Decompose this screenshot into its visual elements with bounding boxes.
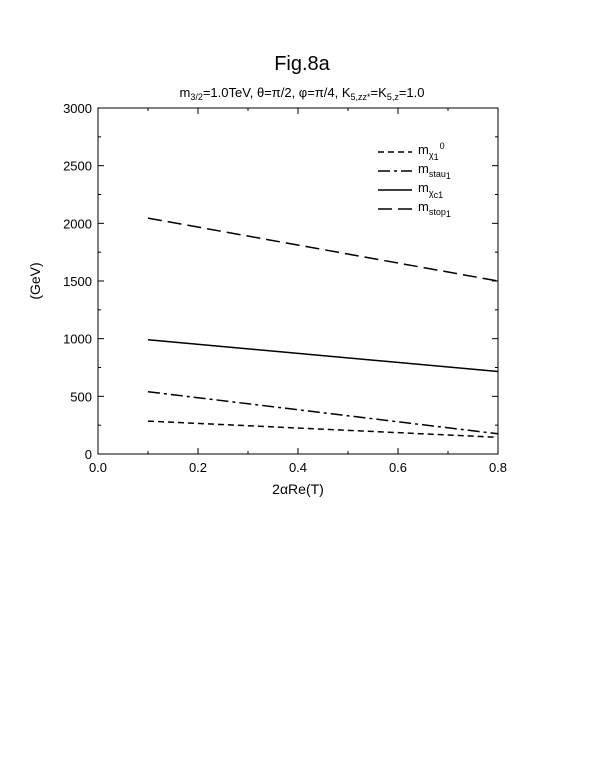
figure-subtitle: m3/2=1.0TeV, θ=π/2, φ=π/4, K5,zz*=K5,z=1… [179,85,424,102]
y-tick-label: 1500 [63,274,92,289]
x-tick-label: 0.6 [389,460,407,475]
legend-label-3: mχc1 [418,180,443,200]
y-axis-label: (GeV) [27,262,43,299]
subtitle-text: =K [371,85,388,100]
y-tick-label: 500 [70,389,92,404]
x-axis-label: 2αRe(T) [272,481,324,497]
subtitle-subscript: 5,zz* [351,92,372,102]
subtitle-subscript: 5,z [387,92,400,102]
figure-title: Fig.8a [274,53,330,75]
series-line-3 [147,339,499,373]
subtitle-text: =1.0TeV, θ=π/2, φ=π/4, K [203,85,351,100]
series-line-2 [147,390,499,435]
y-tick-label: 0 [85,447,92,462]
subtitle-text: =1.0 [399,85,425,100]
series-line-1 [147,420,499,439]
y-tick-label: 2000 [63,216,92,231]
x-tick-label: 0.8 [489,460,507,475]
legend-label-4: mstop1 [418,199,451,219]
y-tick-label: 2500 [63,159,92,174]
legend-label-1: mχ10 [418,141,445,162]
y-axis: 0 500 1000 1500 2000 2500 3000 [63,101,498,462]
y-tick-label: 1000 [63,332,92,347]
x-tick-label: 0.4 [289,460,307,475]
series-line-4 [147,217,499,282]
y-tick-label: 3000 [63,101,92,116]
subtitle-subscript: 3/2 [190,92,203,102]
legend-label-2: mstau1 [418,161,451,181]
x-tick-label: 0.2 [189,460,207,475]
plot-lines [147,217,499,439]
subtitle-text: m [179,85,190,100]
x-tick-label: 0.0 [89,460,107,475]
x-axis: 0.0 0.2 0.4 0.6 0.8 [89,108,507,475]
